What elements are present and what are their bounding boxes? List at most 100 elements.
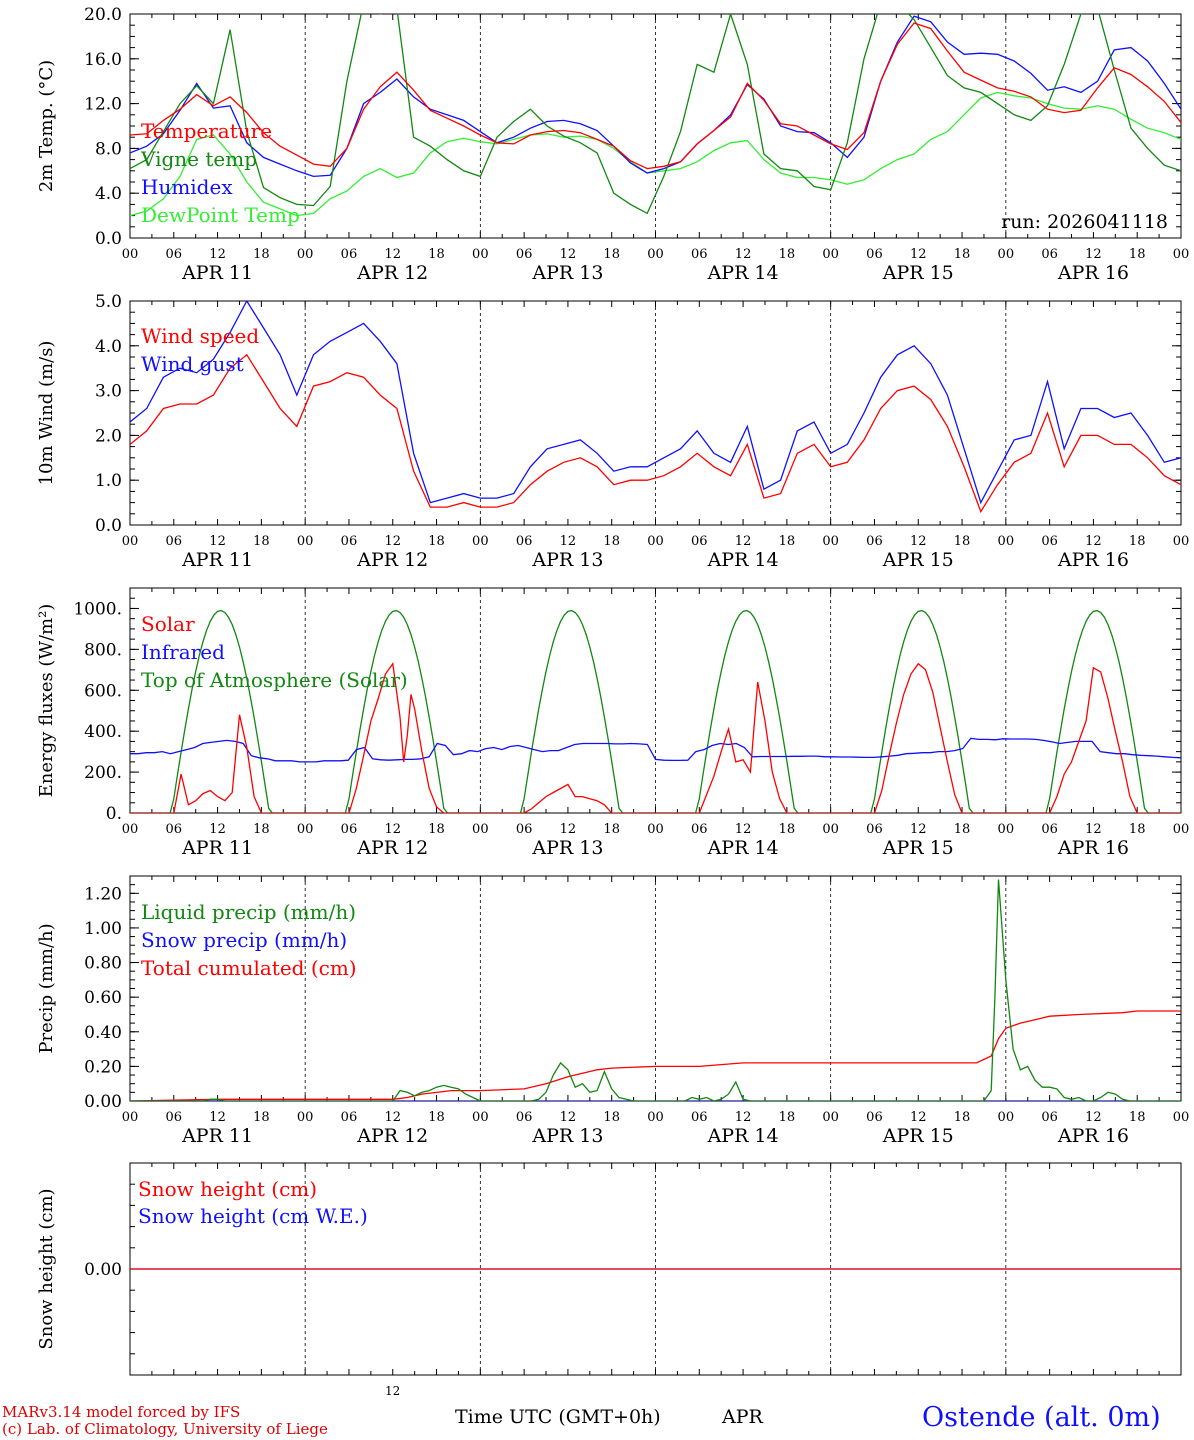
panel2-series-wind-gust bbox=[130, 301, 1181, 505]
panel1-legend-1: Temperature bbox=[141, 119, 272, 143]
panel1-xtick-label: 06 bbox=[166, 247, 183, 262]
panel3-xtick-label: 06 bbox=[691, 822, 708, 837]
panel1-xtick-label: 18 bbox=[954, 247, 971, 262]
panel3-xtick-label: 00 bbox=[297, 822, 314, 837]
panel3-ytick-label: 200. bbox=[84, 763, 122, 783]
panel2-day-label: APR 16 bbox=[1057, 549, 1129, 571]
panel1-day-label: APR 12 bbox=[356, 262, 428, 284]
panel2-xtick-label: 00 bbox=[122, 534, 139, 549]
panel4-xtick-label: 18 bbox=[1129, 1110, 1146, 1125]
panel3-ytick-label: 800. bbox=[84, 640, 122, 660]
panel3-day-label: APR 11 bbox=[181, 837, 253, 859]
panel3-xtick-label: 18 bbox=[603, 822, 620, 837]
panel3-xtick-label: 12 bbox=[560, 822, 577, 837]
panel4-xtick-label: 06 bbox=[866, 1110, 883, 1125]
panel4-legend-2: Snow precip (mm/h) bbox=[141, 928, 347, 952]
panel4-ytick-label: 0.00 bbox=[84, 1092, 122, 1112]
panel2-frame bbox=[129, 300, 1182, 526]
panel2-day-label: APR 15 bbox=[882, 549, 954, 571]
panel1-ytick-label: 8.0 bbox=[95, 139, 122, 159]
panel4-xtick-label: 06 bbox=[166, 1110, 183, 1125]
panel4-ytick-label: 1.20 bbox=[84, 884, 122, 904]
panel2-xtick-label: 00 bbox=[297, 534, 314, 549]
panel2-day-label: APR 11 bbox=[181, 549, 253, 571]
panel1-ytick-label: 20.0 bbox=[84, 5, 122, 25]
panel2-xtick-label: 12 bbox=[1085, 534, 1102, 549]
panel1-xtick-label: 18 bbox=[603, 247, 620, 262]
panel4-series-liquid-precip-mm-h bbox=[130, 879, 1181, 1101]
panel2-xtick-label: 18 bbox=[779, 534, 796, 549]
panel4-xtick-label: 12 bbox=[209, 1110, 226, 1125]
panel5-ytick-label: 0.00 bbox=[84, 1260, 122, 1280]
panel3-xtick-label: 00 bbox=[1173, 822, 1190, 837]
panel3-xtick-label: 00 bbox=[822, 822, 839, 837]
panel2-xtick-label: 12 bbox=[209, 534, 226, 549]
panel3-xtick-label: 00 bbox=[122, 822, 139, 837]
panel4-ytick-label: 1.00 bbox=[84, 919, 122, 939]
panel4-ytick-label: 0.20 bbox=[84, 1057, 122, 1077]
panel3-xtick-label: 00 bbox=[998, 822, 1015, 837]
panel3-xtick-label: 00 bbox=[472, 822, 489, 837]
panel1-day-label: APR 16 bbox=[1057, 262, 1129, 284]
panel1-xtick-label: 00 bbox=[472, 247, 489, 262]
panel2-ytick-label: 0.0 bbox=[95, 516, 122, 536]
panel4-xtick-label: 00 bbox=[822, 1110, 839, 1125]
panel1-series-dewpoint-temp bbox=[130, 91, 1181, 217]
panel2-series-wind-speed bbox=[130, 353, 1181, 514]
panel3-xtick-label: 12 bbox=[209, 822, 226, 837]
panel3-series-solar bbox=[130, 661, 1181, 813]
panel3-legend-2: Infrared bbox=[141, 640, 225, 664]
panel4-ytick-label: 0.40 bbox=[84, 1023, 122, 1043]
panel1-ytick-label: 16.0 bbox=[84, 50, 122, 70]
panel1-day-label: APR 13 bbox=[531, 262, 603, 284]
panel2-xtick-label: 06 bbox=[166, 534, 183, 549]
panel1-xtick-label: 00 bbox=[998, 247, 1015, 262]
panel1-day-label: APR 15 bbox=[882, 262, 954, 284]
panel2-ylabel: 10m Wind (m/s) bbox=[36, 341, 57, 486]
panel4-xtick-label: 00 bbox=[472, 1110, 489, 1125]
panel4-xtick-label: 06 bbox=[341, 1110, 358, 1125]
panel2-xtick-label: 12 bbox=[910, 534, 927, 549]
panel2-xtick-label: 00 bbox=[998, 534, 1015, 549]
panel4-ytick-label: 0.80 bbox=[84, 954, 122, 974]
panel2-xtick-label: 06 bbox=[866, 534, 883, 549]
panel4-xtick-label: 12 bbox=[384, 1110, 401, 1125]
panel3-xtick-label: 18 bbox=[253, 822, 270, 837]
panel1-day-label: APR 14 bbox=[707, 262, 779, 284]
panel3-day-label: APR 13 bbox=[531, 837, 603, 859]
panel4-day-label: APR 11 bbox=[181, 1125, 253, 1147]
panel3-xtick-label: 06 bbox=[1041, 822, 1058, 837]
panel4-ylabel: Precip (mm/h) bbox=[36, 923, 57, 1053]
panel2-ytick-label: 3.0 bbox=[95, 382, 122, 402]
panel1-ytick-label: 12.0 bbox=[84, 95, 122, 115]
panel2-xtick-label: 00 bbox=[647, 534, 664, 549]
panel3-ytick-label: 0. bbox=[106, 804, 122, 824]
panel1-legend-4: DewPoint Temp bbox=[141, 203, 300, 227]
panel1-xtick-label: 12 bbox=[384, 247, 401, 262]
panel3-xtick-label: 00 bbox=[647, 822, 664, 837]
panel4-xtick-label: 12 bbox=[560, 1110, 577, 1125]
panel3-xtick-label: 12 bbox=[735, 822, 752, 837]
panel2-xtick-label: 12 bbox=[384, 534, 401, 549]
panel1-ytick-label: 0.0 bbox=[95, 229, 122, 249]
x-axis-month: APR bbox=[722, 1406, 763, 1428]
panel1-xtick-label: 00 bbox=[1173, 247, 1190, 262]
panel1-series-vigne-temp bbox=[130, 14, 1181, 215]
panel4-xtick-label: 06 bbox=[516, 1110, 533, 1125]
panel3-day-label: APR 12 bbox=[356, 837, 428, 859]
panel1-xtick-label: 12 bbox=[209, 247, 226, 262]
panel4-xtick-label: 00 bbox=[297, 1110, 314, 1125]
panel1-ylabel: 2m Temp. (°C) bbox=[36, 60, 57, 192]
panel3-xtick-label: 06 bbox=[516, 822, 533, 837]
panel3-xtick-label: 18 bbox=[779, 822, 796, 837]
panel4-legend-1: Liquid precip (mm/h) bbox=[141, 900, 356, 924]
x-axis-title: Time UTC (GMT+0h) bbox=[455, 1406, 661, 1428]
panel5-legend-1: Snow height (cm) bbox=[138, 1177, 317, 1201]
panel4-xtick-label: 00 bbox=[998, 1110, 1015, 1125]
panel4-xtick-label: 18 bbox=[779, 1110, 796, 1125]
panel4-day-label: APR 14 bbox=[707, 1125, 779, 1147]
panel4-legend-3: Total cumulated (cm) bbox=[141, 956, 357, 980]
panel5-legend-2: Snow height (cm W.E.) bbox=[138, 1204, 368, 1228]
panel1-xtick-label: 00 bbox=[822, 247, 839, 262]
panel3-ylabel: Energy fluxes (W/m²) bbox=[36, 604, 57, 798]
